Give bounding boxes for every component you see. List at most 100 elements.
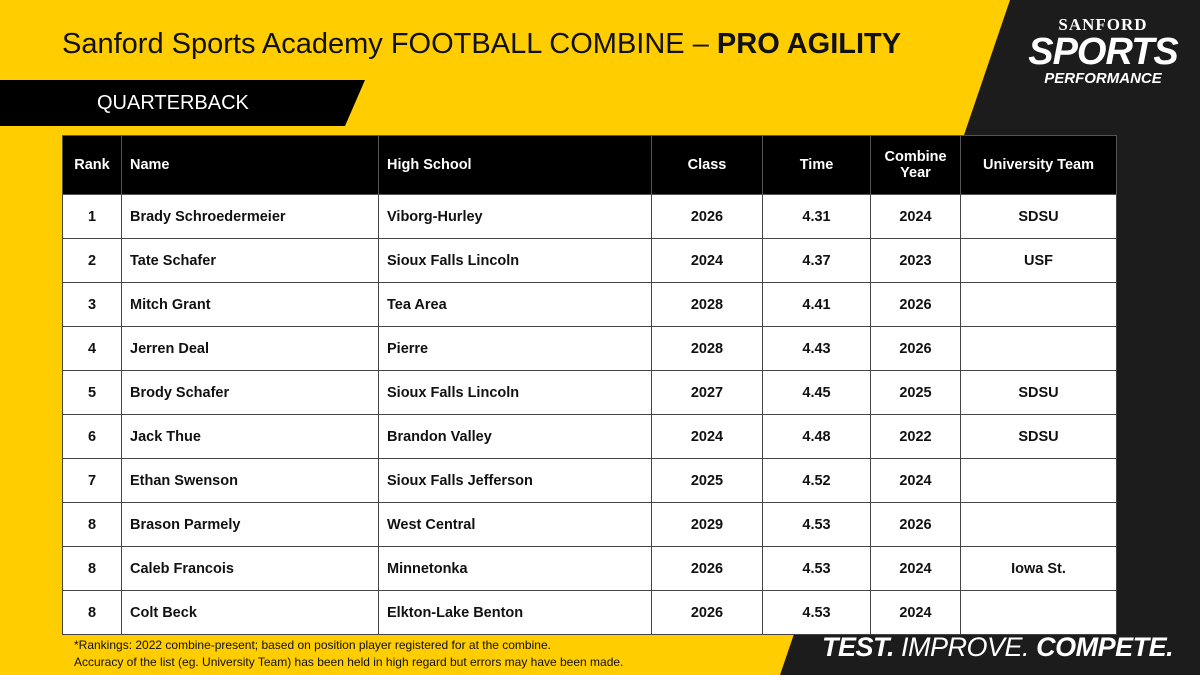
table-cell: 7 (62, 458, 122, 503)
column-header: Name (121, 135, 379, 195)
table-cell: Sioux Falls Lincoln (378, 370, 652, 415)
logo-top: SANFORD (1058, 15, 1148, 34)
table-cell: 2024 (870, 458, 961, 503)
column-header: Time (762, 135, 871, 195)
column-header: Combine Year (870, 135, 961, 195)
table-row: 5 Brody Schafer Sioux Falls Lincoln 2027 4.4… (62, 370, 1117, 415)
footnote: Accuracy of the list (eg. University Tea… (74, 655, 624, 669)
table-cell: Tea Area (378, 282, 652, 327)
tagline: TEST. IMPROVE. COMPETE. (822, 632, 1174, 663)
table-cell: 2026 (651, 546, 763, 591)
table-cell: Viborg-Hurley (378, 194, 652, 239)
table-cell: Ethan Swenson (121, 458, 379, 503)
table: Rank Name High School Class Time Combine Year… (62, 135, 1117, 635)
table-cell: 8 (62, 590, 122, 635)
title: Sanford Sports Academy FOOTBALL COMBINE … (62, 28, 901, 61)
table-cell: 2024 (870, 546, 961, 591)
position-banner (0, 80, 365, 126)
table-cell: 2026 (651, 590, 763, 635)
table-cell: 2026 (870, 326, 961, 371)
table-cell: 4.31 (762, 194, 871, 239)
table-cell: Mitch Grant (121, 282, 379, 327)
table-cell: Minnetonka (378, 546, 652, 591)
table-cell: Brady Schroedermeier (121, 194, 379, 239)
table-cell: 4.43 (762, 326, 871, 371)
table-cell: 2025 (651, 458, 763, 503)
table-cell: Brason Parmely (121, 502, 379, 547)
table-cell: SDSU (960, 414, 1117, 459)
table-row: 8 Brason Parmely West Central 2029 4.53 2026 (62, 502, 1117, 547)
table-cell: Elkton-Lake Benton (378, 590, 652, 635)
table-cell: 2026 (870, 282, 961, 327)
table-cell: 4.53 (762, 590, 871, 635)
table-cell: 2025 (870, 370, 961, 415)
table-cell: Caleb Francois (121, 546, 379, 591)
table-cell (960, 326, 1117, 371)
table-row: 3 Mitch Grant Tea Area 2028 4.41 2026 (62, 282, 1117, 327)
table-cell (960, 590, 1117, 635)
tagline-test: TEST. (822, 632, 895, 662)
table-cell: 2024 (870, 590, 961, 635)
table-cell: 8 (62, 546, 122, 591)
table-cell (960, 502, 1117, 547)
table-cell: West Central (378, 502, 652, 547)
column-header: University Team (960, 135, 1117, 195)
table-row: 8 Colt Beck Elkton-Lake Benton 2026 4.53 2024 (62, 590, 1117, 635)
logo: SANFORD SPORTS PERFORMANCE (1028, 15, 1179, 86)
table-cell: 2028 (651, 326, 763, 371)
table-cell: SDSU (960, 194, 1117, 239)
table-cell: Jack Thue (121, 414, 379, 459)
column-header: Class (651, 135, 763, 195)
table-row: 2 Tate Schafer Sioux Falls Lincoln 2024 4.37… (62, 238, 1117, 283)
table-cell: SDSU (960, 370, 1117, 415)
table-cell: 2026 (651, 194, 763, 239)
table-cell: Brody Schafer (121, 370, 379, 415)
table-cell: Tate Schafer (121, 238, 379, 283)
table-row: 1 Brady Schroedermeier Viborg-Hurley 2026 4.… (62, 194, 1117, 239)
table-cell: 4.53 (762, 546, 871, 591)
footnote: *Rankings: 2022 combine-present; based o… (74, 638, 551, 652)
table-cell: 2022 (870, 414, 961, 459)
table-cell: Sioux Falls Lincoln (378, 238, 652, 283)
table-cell: Iowa St. (960, 546, 1117, 591)
tagline-improve: IMPROVE. (901, 632, 1030, 662)
column-header: High School (378, 135, 652, 195)
table-row: 7 Ethan Swenson Sioux Falls Jefferson 2025 4… (62, 458, 1117, 503)
table-cell: 6 (62, 414, 122, 459)
footnotes: *Rankings: 2022 combine-present; based o… (74, 637, 623, 671)
table-row: 4 Jerren Deal Pierre 2028 4.43 2026 (62, 326, 1117, 371)
table-cell: 2029 (651, 502, 763, 547)
table-row: 6 Jack Thue Brandon Valley 2024 4.48 2022 SDSU (62, 414, 1117, 459)
table-cell: 2027 (651, 370, 763, 415)
table-cell: 8 (62, 502, 122, 547)
table-cell: 4.41 (762, 282, 871, 327)
table-cell (960, 458, 1117, 503)
table-cell: Sioux Falls Jefferson (378, 458, 652, 503)
column-header: Rank (62, 135, 122, 195)
table-cell: 2024 (651, 238, 763, 283)
table-cell: Brandon Valley (378, 414, 652, 459)
table-cell: 4.45 (762, 370, 871, 415)
position: QUARTERBACK (97, 92, 249, 114)
table-cell: 2028 (651, 282, 763, 327)
table-cell: 2024 (870, 194, 961, 239)
title-bold: PRO AGILITY (716, 28, 902, 60)
table-cell: Colt Beck (121, 590, 379, 635)
table-cell: Jerren Deal (121, 326, 379, 371)
logo-middle: SPORTS (1028, 31, 1179, 73)
table-cell: 3 (62, 282, 122, 327)
table-cell: 2 (62, 238, 122, 283)
table-cell: 2026 (870, 502, 961, 547)
title-text: Sanford Sports Academy FOOTBALL COMBINE … (62, 28, 717, 60)
table-cell (960, 282, 1117, 327)
table-cell: 5 (62, 370, 122, 415)
table-cell: 4.37 (762, 238, 871, 283)
table-cell: Pierre (378, 326, 652, 371)
table-cell: 4.48 (762, 414, 871, 459)
table-cell: 2023 (870, 238, 961, 283)
table-cell: 1 (62, 194, 122, 239)
tagline-compete: COMPETE. (1036, 632, 1174, 662)
table-cell: 2024 (651, 414, 763, 459)
table-cell: 4.53 (762, 502, 871, 547)
